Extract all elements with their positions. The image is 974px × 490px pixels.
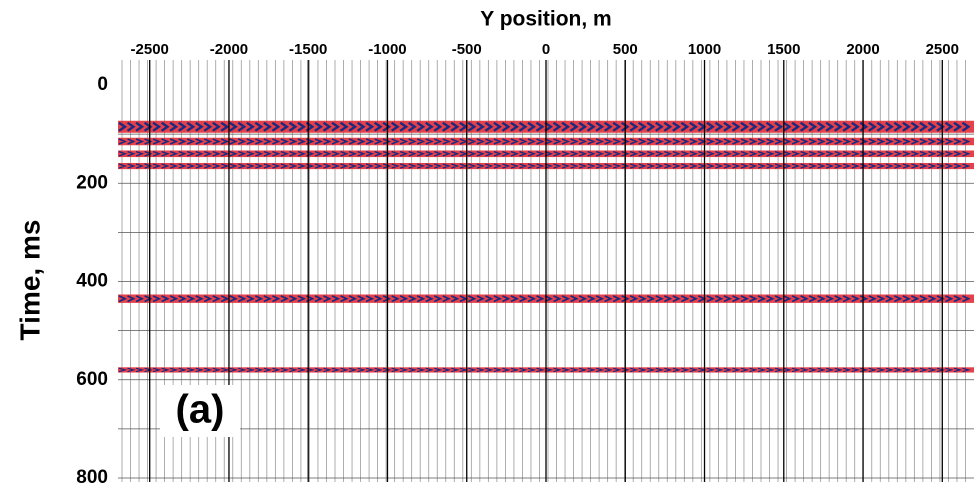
event-negative	[118, 163, 971, 169]
x-tick-label: 2000	[846, 41, 879, 58]
y-axis-label: Time, ms	[14, 220, 45, 341]
y-tick-label: 800	[76, 467, 108, 488]
annotation-box	[160, 385, 240, 437]
y-tick-label: 0	[97, 74, 108, 95]
x-tick-label: -1500	[289, 41, 327, 58]
chart-title: Y position, m	[480, 8, 611, 31]
event-negative	[118, 138, 971, 145]
y-tick-label: 200	[76, 172, 108, 193]
x-tick-label: -2500	[131, 41, 169, 58]
x-tick-label: 2500	[926, 41, 959, 58]
event-negative	[118, 121, 971, 132]
event-negative	[118, 150, 971, 157]
annotation: (a)	[176, 388, 225, 432]
y-tick-label: 600	[76, 369, 108, 390]
x-tick-label: 0	[542, 41, 550, 58]
x-tick-label: -500	[452, 41, 482, 58]
x-tick-label: 500	[613, 41, 638, 58]
x-tick-label: 1500	[767, 41, 800, 58]
x-tick-label: -1000	[368, 41, 406, 58]
x-tick-label: -2000	[210, 41, 248, 58]
event-negative	[118, 295, 971, 303]
x-tick-label: 1000	[688, 41, 721, 58]
event-negative	[118, 367, 971, 373]
y-tick-label: 400	[76, 271, 108, 292]
